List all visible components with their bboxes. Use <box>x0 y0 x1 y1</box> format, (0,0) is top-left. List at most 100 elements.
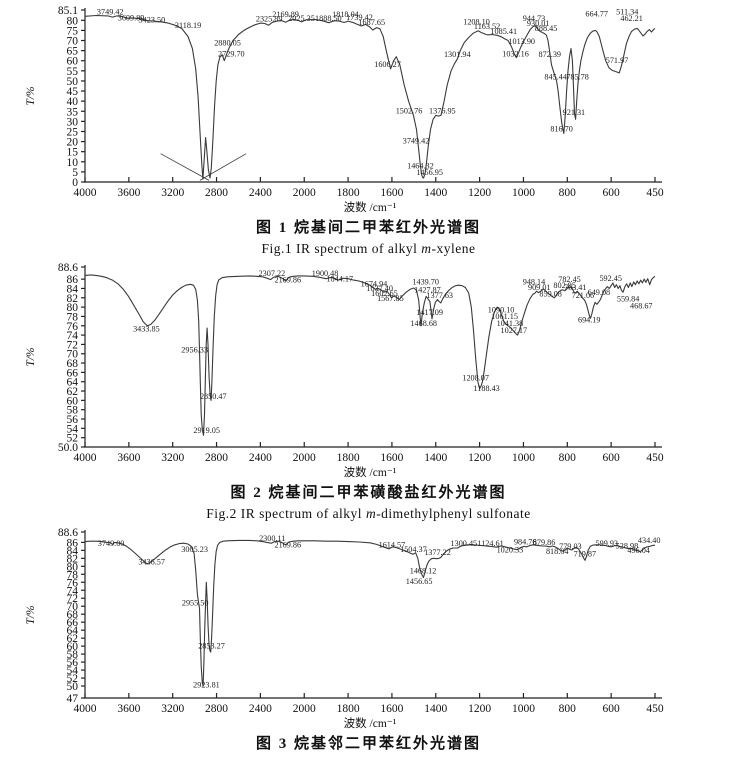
figure-2: 88.6 86 84 82 80 78 76 74 72 70 68 66 64 62 60 58 56 54 52… <box>0 259 737 524</box>
x-tick-label: 4000 <box>74 703 97 715</box>
peak-label: 559.84 <box>617 295 640 304</box>
figure-1-caption-en-prefix: Fig.1 IR spectrum of alkyl <box>261 241 422 256</box>
y-tick-label: 68 <box>67 358 79 370</box>
figure-3: 88.6 86 84 82 80 78 76 74 72 70 68 66 64 62 60 58 56 54 52… <box>0 524 737 755</box>
x-tick-label: 2400 <box>249 452 272 464</box>
x-tick-label: 800 <box>559 452 577 464</box>
x-tick-label: 600 <box>603 187 621 199</box>
peak-label: 763.41 <box>564 283 587 292</box>
peak-label: 1888.50 <box>315 14 342 23</box>
y-tick-label: 86 <box>67 274 79 286</box>
y-axis-title: T/% <box>25 347 37 366</box>
y-tick-label: 70 <box>67 349 79 361</box>
peak-label: 930.01 <box>527 19 550 28</box>
peak-label: 1208.10 <box>463 17 490 26</box>
y-tick-label: 72 <box>67 593 79 605</box>
x-tick-label: 3200 <box>161 452 184 464</box>
y-tick-label: 88.6 <box>58 262 78 274</box>
peak-label: 1061.15 <box>491 312 518 321</box>
y-tick-label: 25 <box>67 126 79 138</box>
peak-label: 2300.11 <box>259 534 285 543</box>
peak-label: 1687.65 <box>358 18 385 27</box>
y-axis-title: T/% <box>25 86 37 105</box>
x-tick-label: 1600 <box>380 703 403 715</box>
peak-label: 1567.85 <box>377 294 404 303</box>
peak-label: 921.31 <box>563 108 586 117</box>
peak-label: 3118.19 <box>175 21 201 30</box>
y-tick-label: 10 <box>67 157 79 169</box>
y-tick-label: 56 <box>67 657 79 669</box>
peak-label: 802.95 <box>553 281 576 290</box>
x-tick-label: 2000 <box>293 187 316 199</box>
peak-label: 1188.43 <box>473 384 499 393</box>
y-tick-label: 50 <box>67 76 79 88</box>
figure-1-peak-labels: 3749.423609.893423.503118.192880.052729.… <box>97 8 643 177</box>
x-tick-label: 4000 <box>74 187 97 199</box>
y-tick-label: 45 <box>67 86 79 98</box>
y-tick-label: 54 <box>67 423 79 435</box>
figure-2-axis-labels: 88.6868482807876747270686664626058565452… <box>25 262 664 479</box>
x-tick-label: 4000 <box>74 452 97 464</box>
figure-1-spectrum-plot: 85.1807570656055504540353025201510504000… <box>25 5 664 214</box>
peak-label: 719.87 <box>574 550 597 559</box>
peak-label: 1041.38 <box>497 319 524 328</box>
figure-3-peak-labels: 3749.00 3436.57 3005.23 2955.50 2923.81 2853.… <box>98 534 661 690</box>
y-tick-label: 88.6 <box>58 527 78 539</box>
y-tick-label: 60 <box>67 395 79 407</box>
y-tick-label: 82 <box>67 293 79 305</box>
y-tick-label: 74 <box>67 585 79 597</box>
peak-label: 434.40 <box>638 536 661 545</box>
peak-label: 571.97 <box>606 56 629 65</box>
peak-label: 1027.17 <box>501 326 528 335</box>
y-tick-label: 58 <box>67 405 79 417</box>
peak-label: 1124.61 <box>477 539 503 548</box>
figure-3-axis-labels: 88.6868482807876747270686664626058565452… <box>25 527 664 730</box>
y-tick-label: 75 <box>67 25 79 37</box>
x-tick-label: 1800 <box>337 452 360 464</box>
figure-1-axes <box>81 8 662 183</box>
y-tick-label: 86 <box>67 537 79 549</box>
x-tick-label: 800 <box>559 187 577 199</box>
figure-1-axis-labels: 85.1807570656055504540353025201510504000… <box>25 5 664 214</box>
x-tick-label: 1600 <box>380 452 403 464</box>
x-tick-label: 1000 <box>512 452 535 464</box>
peak-label: 1439.70 <box>412 277 439 286</box>
y-tick-label: 30 <box>67 116 79 128</box>
peak-label: 816.70 <box>550 124 573 133</box>
peak-label: 2169.89 <box>272 10 299 19</box>
y-tick-label: 84 <box>67 283 79 295</box>
figure-2-axes <box>81 265 662 448</box>
peak-label: 2169.86 <box>274 541 301 550</box>
peak-label: 1456.95 <box>416 168 443 177</box>
x-tick-label: 1600 <box>380 187 403 199</box>
y-tick-label: 80 <box>67 561 79 573</box>
y-tick-label: 52 <box>67 673 79 685</box>
peak-label: 2325.89 <box>256 14 283 23</box>
x-tick-label: 1200 <box>468 703 491 715</box>
peak-label: 1464.32 <box>407 161 434 170</box>
peak-label: 3749.42 <box>97 8 124 17</box>
x-tick-label: 600 <box>603 452 621 464</box>
peak-label: 1300.45 <box>451 539 478 548</box>
x-tick-label: 3200 <box>161 187 184 199</box>
x-axis-title: 波数 /cm⁻¹ <box>344 716 397 730</box>
figure-1-caption-en-italic: m <box>421 241 432 256</box>
y-tick-label: 58 <box>67 649 79 661</box>
x-tick-label: 450 <box>646 187 664 199</box>
peak-label: 1900.48 <box>312 269 339 278</box>
y-tick-label: 54 <box>67 665 79 677</box>
peak-label: 1208.07 <box>462 373 489 382</box>
peak-label: 3749.00 <box>98 539 125 548</box>
x-tick-label: 2400 <box>249 703 272 715</box>
peak-label: 1739.42 <box>346 13 373 22</box>
peak-label: 1818.04 <box>332 10 359 19</box>
figure-1-leader-lines <box>160 153 247 181</box>
figure-3-caption-cn: 图 3 烷基邻二甲苯红外光谱图 <box>255 736 481 752</box>
peak-label: 3609.89 <box>118 14 145 23</box>
x-tick-label: 1200 <box>468 187 491 199</box>
peak-label: 1417.09 <box>416 308 443 317</box>
peak-label: 909.01 <box>528 283 551 292</box>
x-axis-title: 波数 /cm⁻¹ <box>344 465 397 479</box>
peak-label: 859.08 <box>539 289 562 298</box>
